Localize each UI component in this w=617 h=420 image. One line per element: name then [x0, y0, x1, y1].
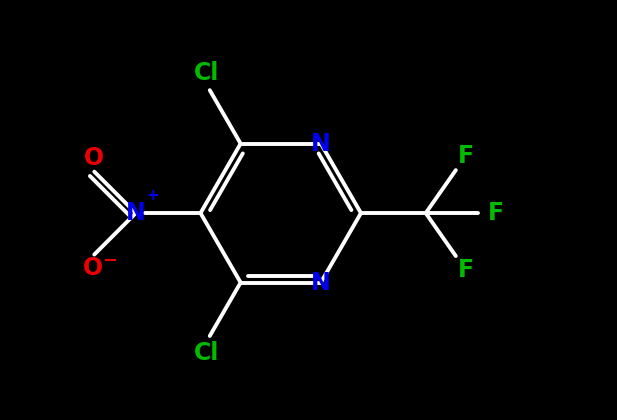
- Text: O: O: [85, 146, 104, 170]
- Text: −: −: [102, 252, 117, 270]
- Text: F: F: [458, 258, 474, 282]
- Text: N: N: [311, 131, 331, 156]
- Text: O: O: [83, 256, 103, 280]
- Text: N: N: [126, 201, 146, 225]
- Text: N: N: [311, 270, 331, 294]
- Text: Cl: Cl: [194, 61, 220, 85]
- Text: Cl: Cl: [194, 341, 220, 365]
- Text: +: +: [147, 188, 159, 203]
- Text: F: F: [458, 144, 474, 168]
- Text: F: F: [487, 201, 503, 225]
